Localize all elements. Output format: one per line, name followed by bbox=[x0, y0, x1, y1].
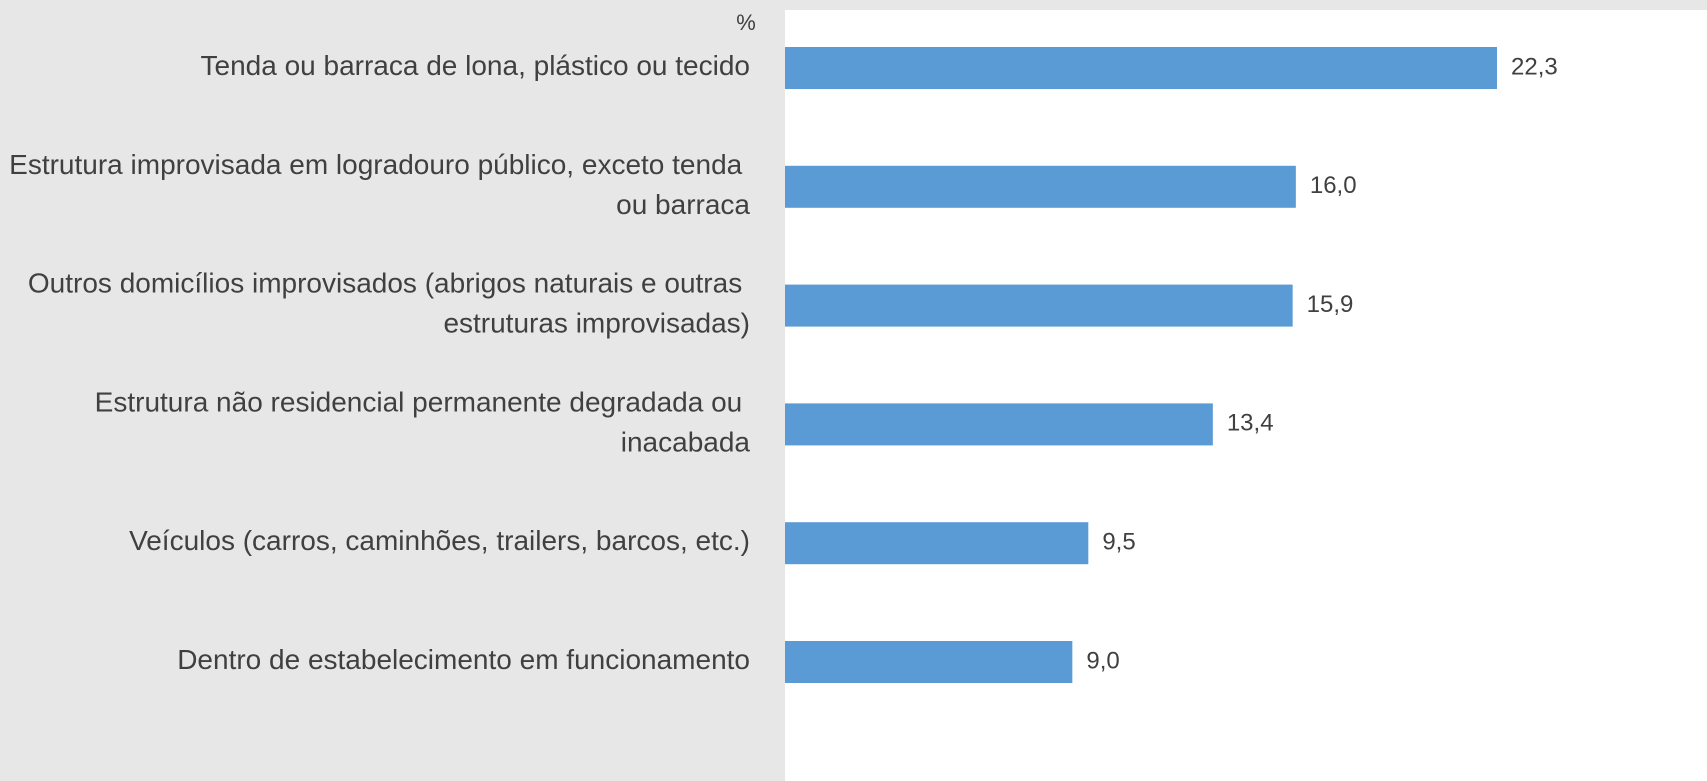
value-label: 15,9 bbox=[1307, 291, 1354, 318]
bar bbox=[785, 403, 1213, 446]
category-label: Dentro de estabelecimento em funcionamen… bbox=[177, 644, 750, 675]
unit-label: % bbox=[736, 10, 756, 35]
value-label: 9,5 bbox=[1102, 529, 1135, 556]
value-label: 22,3 bbox=[1511, 53, 1558, 80]
value-label: 9,0 bbox=[1086, 647, 1119, 674]
bar bbox=[785, 641, 1073, 683]
category-label: Tenda ou barraca de lona, plástico ou te… bbox=[201, 50, 751, 81]
bar bbox=[785, 522, 1089, 565]
category-label: Estrutura não residencial permanente deg… bbox=[95, 387, 751, 458]
category-label: Veículos (carros, caminhões, trailers, b… bbox=[129, 526, 750, 557]
category-label: Estrutura improvisada em logradouro públ… bbox=[9, 149, 750, 220]
value-label: 16,0 bbox=[1310, 172, 1357, 199]
bar bbox=[785, 165, 1296, 208]
bar bbox=[785, 284, 1293, 327]
category-label: Outros domicílios improvisados (abrigos … bbox=[28, 268, 750, 339]
value-label: 13,4 bbox=[1227, 410, 1274, 437]
bar bbox=[785, 47, 1497, 89]
